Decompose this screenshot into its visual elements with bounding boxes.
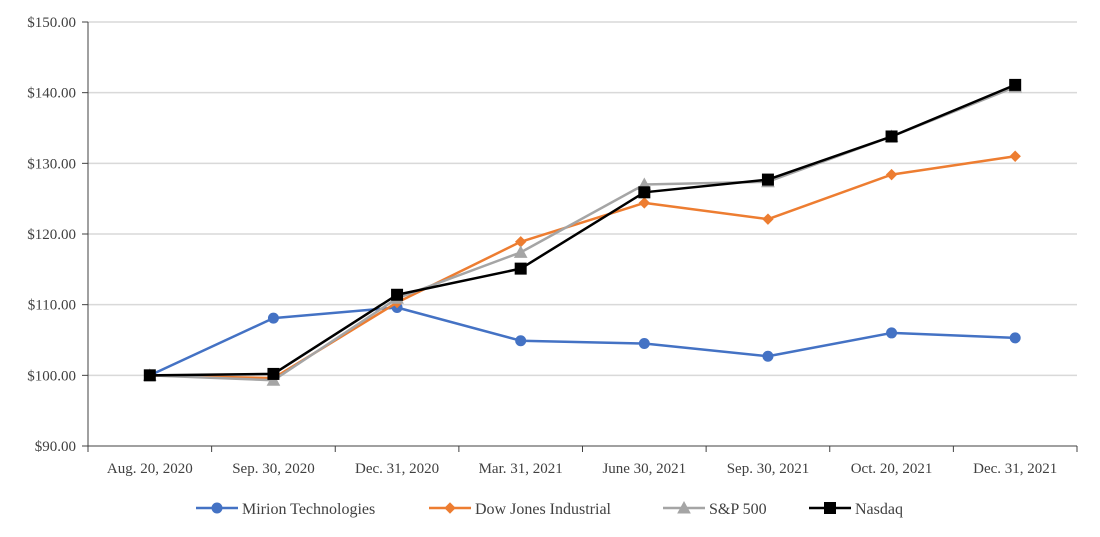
x-tick-label: Sep. 30, 2020 [232,461,315,477]
legend-marker [677,500,691,514]
y-tick-label: $140.00 [27,86,76,102]
legend-marker [824,502,836,514]
y-tick-label: $110.00 [28,298,76,314]
data-point [885,168,898,181]
x-tick-label: Sep. 30, 2021 [727,461,810,477]
x-tick-label: June 30, 2021 [602,461,686,477]
data-point [513,245,528,258]
legend-item: Nasdaq [809,501,903,518]
legend-label: Nasdaq [855,501,903,518]
series-s-p-500 [142,79,1023,386]
data-point [1009,332,1021,344]
x-tick-label: Mar. 31, 2021 [479,461,563,477]
legend-marker [211,502,223,514]
data-point [638,186,651,199]
data-point [143,369,156,382]
legend-marker [444,502,456,514]
data-point [1009,78,1022,91]
x-tick-label: Aug. 20, 2020 [107,461,193,477]
legend-label: Dow Jones Industrial [475,501,612,518]
grid-lines [88,21,1077,377]
data-point [514,262,527,275]
legend-label: Mirion Technologies [242,501,375,518]
legend-item: Dow Jones Industrial [429,501,612,518]
series-dow-jones-industrial [144,150,1021,384]
y-tick-label: $150.00 [27,15,76,31]
data-point [514,236,527,248]
data-point [267,367,280,380]
series-line [149,306,1016,377]
data-point [638,197,651,209]
data-point [885,130,898,143]
y-tick-label: $90.00 [35,439,76,455]
y-tick-label: $130.00 [27,156,76,172]
y-tick-label: $120.00 [27,227,76,243]
legend-item: S&P 500 [663,500,767,518]
series-layer [142,78,1023,386]
data-point [761,173,774,186]
legend: Mirion Technologies Dow Jones Industrial S… [196,500,903,518]
x-tick-label: Dec. 31, 2021 [973,461,1057,477]
series-line [149,155,1016,380]
legend-label: S&P 500 [709,501,767,518]
y-tick-label: $100.00 [27,368,76,384]
data-point [391,288,404,301]
series-nasdaq [143,78,1022,382]
data-point [886,327,898,339]
axes: $90.00 $100.00 $110.00 $120.00 $130.00 $140.0… [27,15,1078,477]
series-line [149,83,1016,377]
data-point [267,312,279,324]
data-point [515,335,527,347]
data-point [762,350,774,362]
legend-item: Mirion Technologies [196,501,375,518]
data-point [638,338,650,350]
x-tick-label: Dec. 31, 2020 [355,461,439,477]
x-tick-label: Oct. 20, 2021 [851,461,933,477]
data-point [762,213,774,225]
data-point [1009,150,1021,162]
